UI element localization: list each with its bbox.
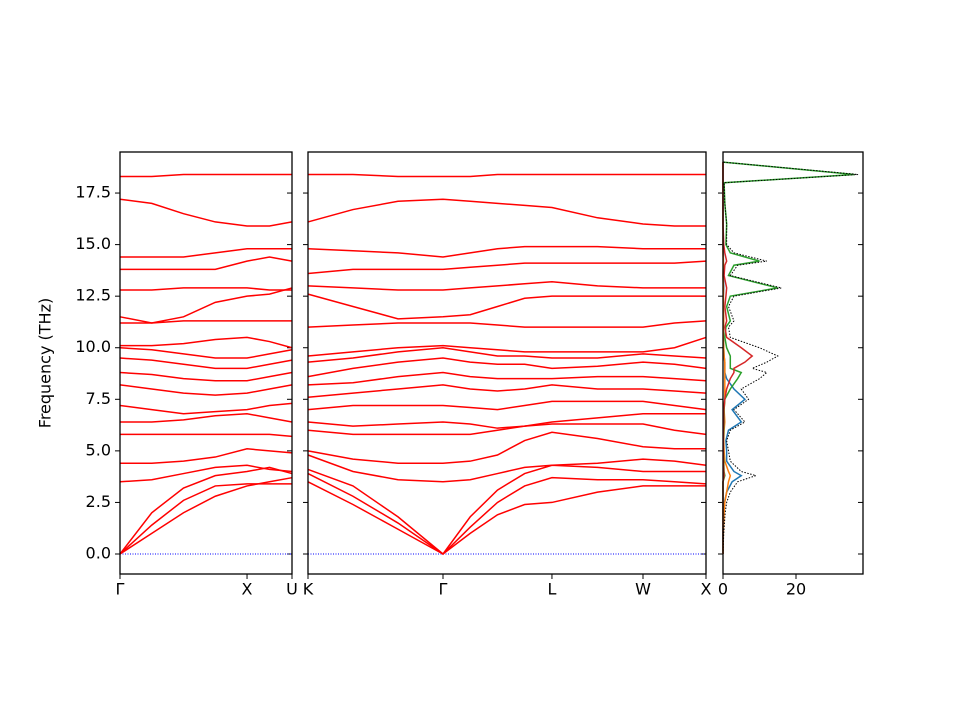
- y-tick-label: 12.5: [75, 286, 111, 305]
- band-line: [119, 346, 293, 359]
- x-tick-label: X: [242, 580, 253, 599]
- band-line: [119, 371, 293, 382]
- band-line: [307, 412, 706, 429]
- band-line: [307, 293, 706, 320]
- band-line: [119, 402, 293, 415]
- band-line: [119, 384, 293, 396]
- band-line: [120, 287, 292, 291]
- band-line: [120, 448, 293, 464]
- band-line: [307, 464, 706, 556]
- band-line: [308, 173, 706, 178]
- band-line: [307, 481, 706, 555]
- y-axis-label: Frequency (THz): [36, 298, 55, 428]
- x-tick-label: 0: [718, 580, 728, 599]
- x-tick-label: K: [303, 580, 314, 599]
- band-line: [119, 476, 293, 555]
- y-tick-label: 17.5: [75, 183, 111, 202]
- dos-line: [722, 161, 859, 555]
- band-line: [307, 198, 706, 227]
- band-line: [307, 280, 706, 291]
- dos-line: [722, 161, 855, 554]
- y-tick-label: 0.0: [86, 543, 111, 562]
- x-tick-label: Γ: [439, 580, 448, 599]
- x-tick-label: L: [547, 580, 556, 599]
- dos-line: [722, 162, 754, 554]
- band-line: [307, 320, 707, 328]
- y-tick-label: 5.0: [86, 440, 111, 459]
- band-line: [307, 346, 707, 363]
- band-line: [307, 423, 707, 436]
- band-line: [307, 400, 707, 411]
- y-tick-label: 7.5: [86, 389, 111, 408]
- x-tick-label: X: [701, 580, 712, 599]
- band-line: [307, 260, 707, 275]
- band-line: [119, 483, 292, 555]
- band-line: [120, 412, 293, 423]
- y-tick-label: 2.5: [86, 492, 111, 511]
- y-tick-label: 10.0: [75, 337, 111, 356]
- band-line: [307, 371, 707, 386]
- band-line: [307, 245, 706, 258]
- x-tick-label: U: [286, 580, 298, 599]
- plot-frame: [722, 151, 864, 575]
- band-line: [307, 431, 706, 464]
- band-line: [119, 464, 293, 483]
- band-line: [119, 466, 293, 555]
- y-tick-label: 15.0: [75, 234, 111, 253]
- band-line: [307, 384, 707, 398]
- band-line: [119, 198, 293, 227]
- band-line: [119, 287, 293, 324]
- band-line: [120, 247, 292, 258]
- plot-frame: [119, 151, 293, 575]
- plot-frame: [307, 151, 707, 575]
- x-tick-label: Γ: [116, 580, 125, 599]
- band-line: [120, 173, 292, 178]
- x-tick-label: 20: [786, 580, 806, 599]
- band-line: [307, 454, 707, 483]
- band-line: [120, 336, 293, 349]
- band-line: [120, 256, 293, 271]
- band-line: [307, 472, 707, 555]
- band-line: [307, 357, 707, 378]
- band-line: [120, 433, 293, 438]
- band-line: [307, 336, 707, 357]
- x-tick-label: W: [635, 580, 651, 599]
- band-line: [119, 357, 293, 370]
